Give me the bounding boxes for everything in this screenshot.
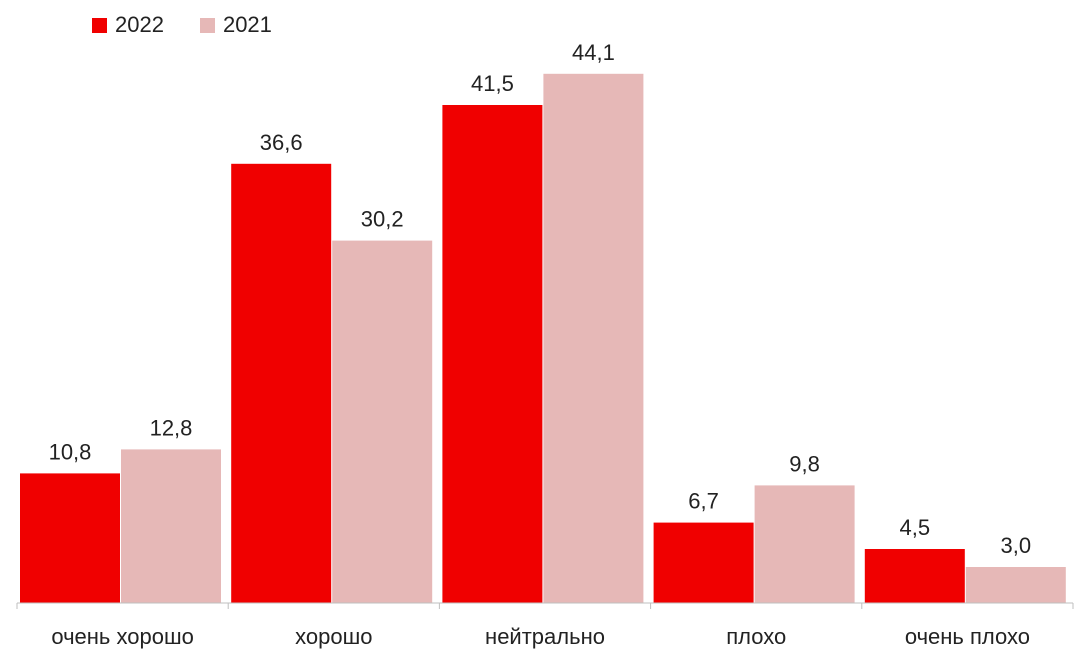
data-label-2021-3: 9,8 bbox=[789, 451, 820, 476]
legend-item-2022: 2022 bbox=[92, 12, 164, 38]
data-label-2022-0: 10,8 bbox=[49, 439, 92, 464]
category-label-4: очень плохо bbox=[905, 624, 1030, 649]
category-label-0: очень хорошо bbox=[51, 624, 194, 649]
bar-2022-2 bbox=[442, 105, 543, 603]
bar-2021-4 bbox=[965, 567, 1066, 603]
bar-2022-0 bbox=[20, 473, 120, 603]
bar-2021-1 bbox=[332, 240, 433, 603]
legend: 2022 2021 bbox=[92, 12, 308, 38]
category-label-3: плохо bbox=[726, 624, 786, 649]
data-label-2021-1: 30,2 bbox=[361, 207, 404, 232]
bar-2022-3 bbox=[653, 522, 754, 603]
data-label-2021-4: 3,0 bbox=[1001, 533, 1032, 558]
data-label-2022-2: 41,5 bbox=[471, 71, 514, 96]
data-label-2022-1: 36,6 bbox=[260, 130, 303, 155]
legend-item-2021: 2021 bbox=[199, 12, 272, 38]
category-label-2: нейтрально bbox=[485, 624, 605, 649]
bar-2021-3 bbox=[754, 485, 855, 603]
data-label-2022-4: 4,5 bbox=[900, 515, 931, 540]
data-label-2022-3: 6,7 bbox=[688, 489, 719, 514]
bar-2021-2 bbox=[543, 73, 644, 604]
legend-label-2022: 2022 bbox=[115, 12, 164, 37]
legend-swatch-2021 bbox=[199, 17, 215, 33]
bar-2022-4 bbox=[864, 549, 965, 603]
legend-label-2021: 2021 bbox=[222, 12, 272, 37]
data-label-2021-2: 44,1 bbox=[572, 40, 615, 65]
category-label-1: хорошо bbox=[295, 624, 372, 649]
legend-swatch-2022 bbox=[92, 17, 107, 33]
data-label-2021-0: 12,8 bbox=[150, 415, 193, 440]
bar-2022-1 bbox=[231, 163, 332, 604]
bar-2021-0 bbox=[121, 449, 221, 603]
